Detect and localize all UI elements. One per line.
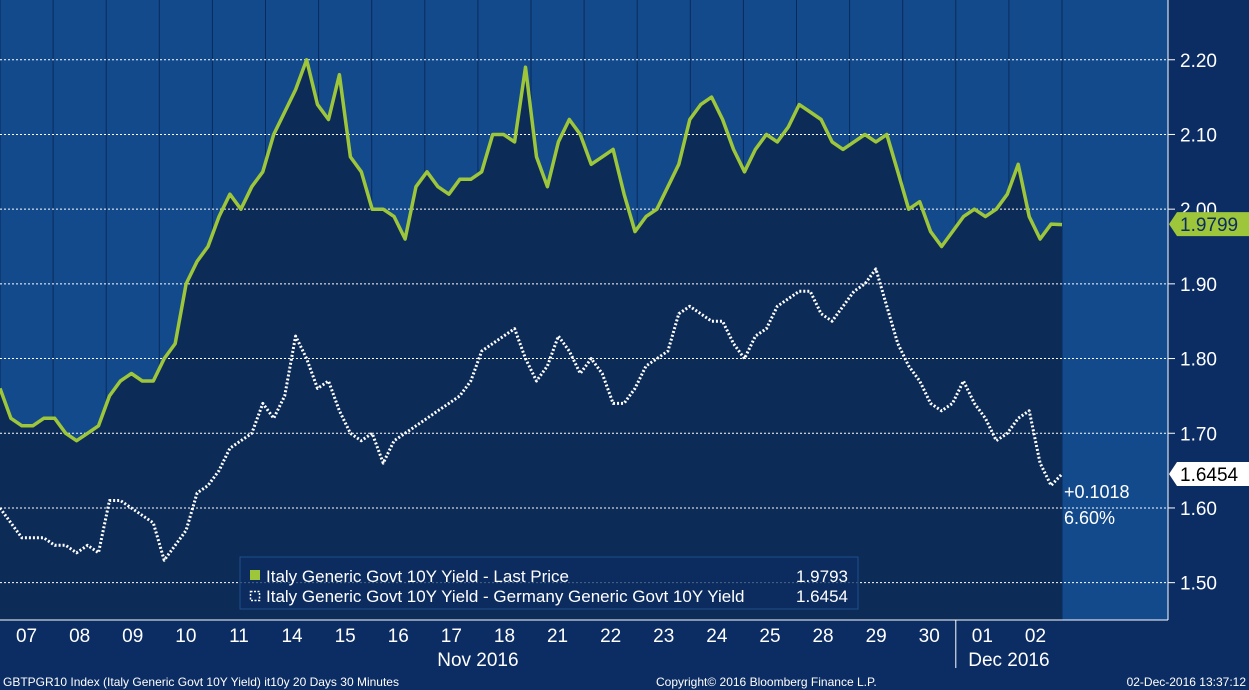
x-tick-label: 17 <box>441 626 462 647</box>
footer-source: GBTPGR10 Index (Italy Generic Govt 10Y Y… <box>3 675 399 689</box>
month-label-dec: Dec 2016 <box>968 650 1049 671</box>
x-axis-ticks: 07 08 09 10 11 14 15 16 17 18 21 22 23 24 25 28 29 30 01 02 <box>16 626 1046 647</box>
last-value-tag-label: 1.6454 <box>1180 465 1239 486</box>
month-labels: Nov 2016 Dec 2016 <box>437 620 1050 671</box>
legend-label-spread: Italy Generic Govt 10Y Yield - Germany G… <box>266 587 744 606</box>
x-tick-label: 10 <box>175 626 196 647</box>
y-tick-label: 2.10 <box>1180 125 1217 146</box>
series-lines <box>0 58 1064 562</box>
legend-swatch-spread <box>249 590 261 602</box>
x-tick-label: 14 <box>281 626 303 647</box>
x-tick-label: 23 <box>653 626 674 647</box>
x-tick-label: 21 <box>547 626 568 647</box>
x-tick-label: 07 <box>16 626 37 647</box>
legend-label-italy: Italy Generic Govt 10Y Yield - Last Pric… <box>266 567 569 586</box>
last-value-tag-spread <box>1169 462 1249 487</box>
x-tick-label: 28 <box>812 626 833 647</box>
change-annotation: +0.1018 6.60% <box>1064 482 1130 528</box>
footer-timestamp: 02-Dec-2016 13:37:12 <box>1127 675 1247 689</box>
y-tick-label: 1.80 <box>1180 350 1217 371</box>
x-tick-label: 02 <box>1025 626 1046 647</box>
x-tick-label: 24 <box>706 626 728 647</box>
x-tick-label: 01 <box>972 626 993 647</box>
last-value-tag-italy <box>1169 212 1249 237</box>
y-tick-label: 1.90 <box>1180 275 1217 296</box>
y-tick-label: 1.60 <box>1180 499 1217 520</box>
x-tick-label: 08 <box>69 626 90 647</box>
x-tick-label: 22 <box>600 626 621 647</box>
x-tick-label: 09 <box>122 626 143 647</box>
x-tick-label: 15 <box>335 626 356 647</box>
series-fills <box>0 59 1062 621</box>
x-tick-label: 11 <box>229 626 249 647</box>
y-tick-label: 2.20 <box>1180 51 1217 72</box>
x-tick-label: 18 <box>494 626 515 647</box>
legend-box <box>239 556 859 610</box>
y-tick-label: 1.50 <box>1180 574 1217 595</box>
legend-swatch-italy <box>250 570 260 580</box>
x-tick-label: 29 <box>866 626 887 647</box>
change-percent-label: 6.60% <box>1064 508 1115 528</box>
legend-value-spread: 1.6454 <box>796 587 848 606</box>
last-value-tags: 1.9799 1.6454 <box>1169 212 1249 487</box>
series-line-spread <box>0 267 1064 562</box>
series-fill-italy <box>0 59 1062 621</box>
horizontal-gridlines <box>0 59 1168 584</box>
footer: GBTPGR10 Index (Italy Generic Govt 10Y Y… <box>3 675 1246 689</box>
series-line-italy <box>0 58 1063 443</box>
last-value-tag-label: 1.9799 <box>1180 215 1238 236</box>
x-tick-label: 16 <box>388 626 409 647</box>
x-tick-label: 25 <box>759 626 780 647</box>
legend-value-italy: 1.9793 <box>796 567 848 586</box>
legend: Italy Generic Govt 10Y Yield - Last Pric… <box>239 556 859 610</box>
month-label-nov: Nov 2016 <box>437 650 518 671</box>
y-tick-label: 1.70 <box>1180 424 1217 445</box>
x-tick-label: 30 <box>919 626 940 647</box>
change-value-label: +0.1018 <box>1064 482 1130 502</box>
footer-copyright: Copyright© 2016 Bloomberg Finance L.P. <box>656 675 877 689</box>
